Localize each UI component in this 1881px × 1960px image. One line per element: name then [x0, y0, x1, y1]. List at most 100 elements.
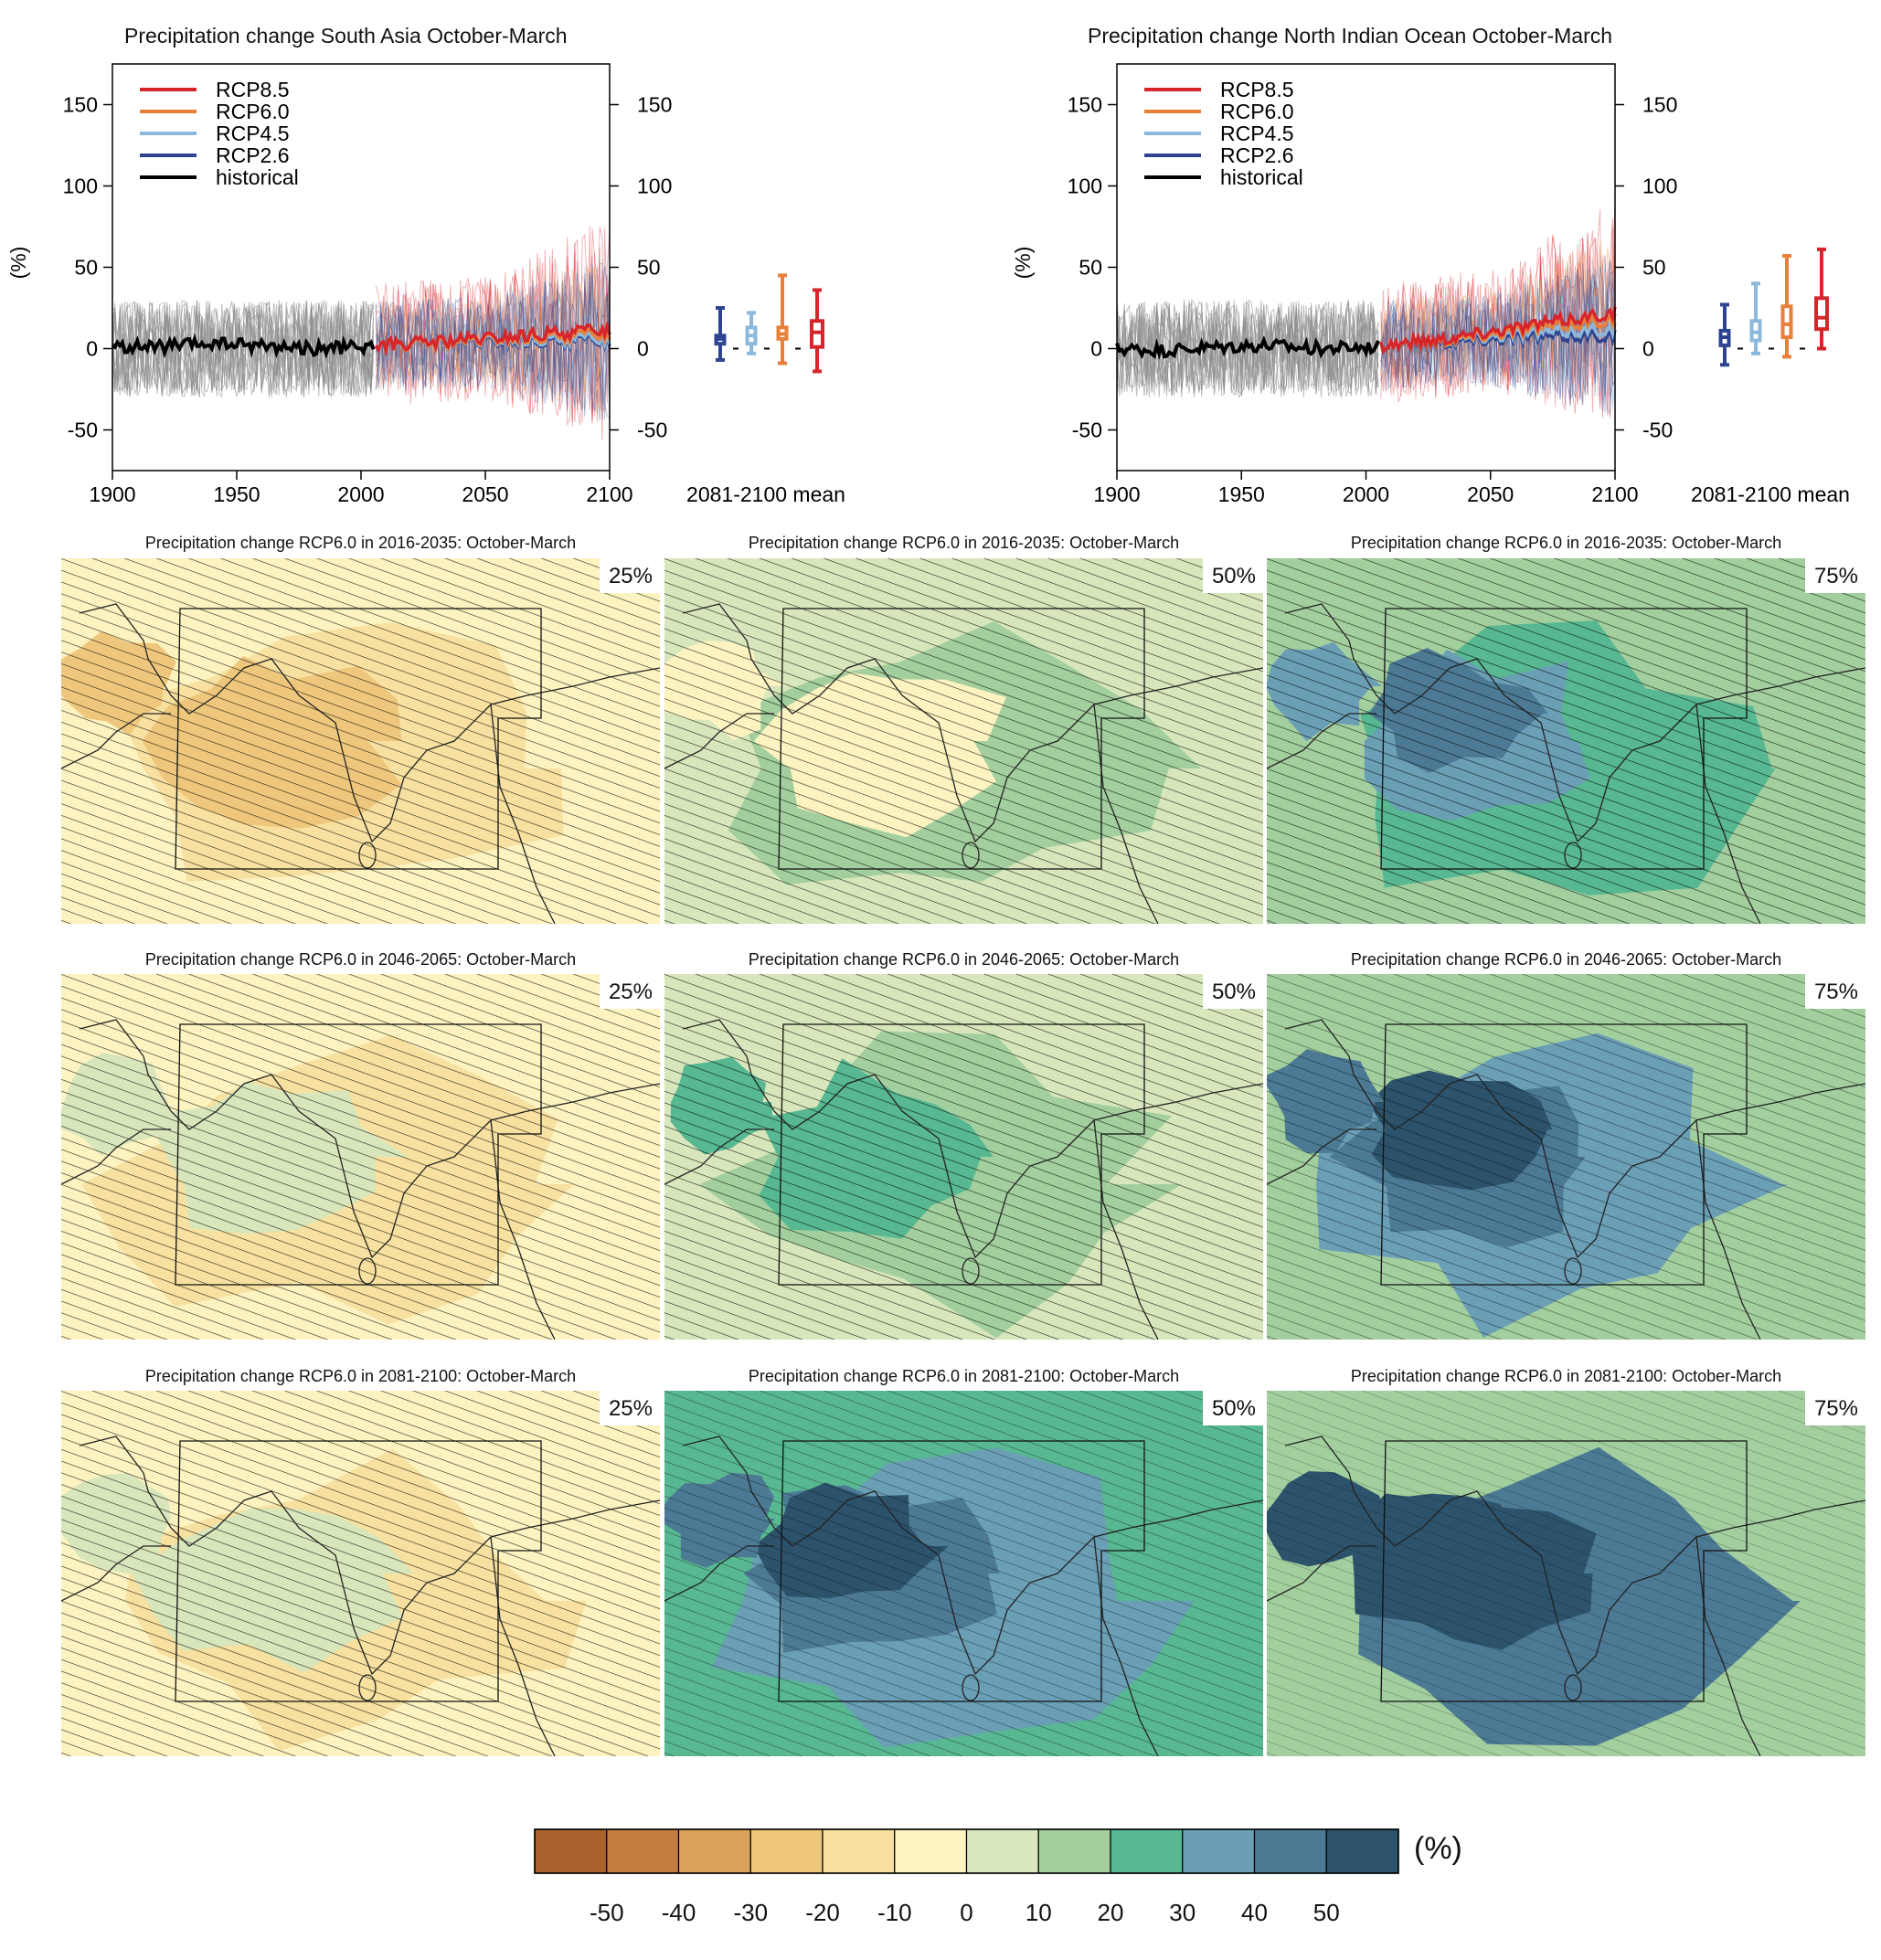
colorbar-segment [534, 1828, 608, 1874]
coastline [664, 713, 774, 769]
y-tick-label-left: 50 [1079, 256, 1102, 280]
coastline [490, 704, 556, 924]
legend-label: RCP2.6 [216, 143, 290, 167]
map-title: Precipitation change RCP6.0 in 2046-2065… [144, 950, 577, 969]
coastline [1284, 603, 1865, 843]
region-box [778, 1023, 1145, 1286]
rcp-member-line [375, 264, 611, 414]
legend-label: RCP8.5 [1220, 78, 1294, 101]
sri-lanka-outline [358, 842, 377, 869]
boxplot-RCP4.5 [1749, 281, 1774, 355]
coastline [1695, 1536, 1761, 1756]
rcp-member-line [1380, 270, 1616, 400]
colorbar-segment [606, 1828, 680, 1874]
map-svg [1267, 974, 1865, 1340]
coastline [1284, 1436, 1865, 1676]
map-svg [1267, 1391, 1865, 1756]
coastline [664, 1545, 774, 1602]
y-tick-label-right: 100 [637, 175, 672, 198]
boxplot-RCP2.6 [1718, 302, 1743, 367]
legend-label: RCP4.5 [1220, 122, 1294, 145]
percentile-badge: 50% [1202, 558, 1263, 593]
map-panel: 75% [1267, 974, 1865, 1340]
historical-member-line [112, 300, 375, 397]
coastline [490, 1536, 556, 1756]
colorbar-tick-label: 20 [1097, 1899, 1124, 1926]
percentile-badge: 25% [599, 1391, 660, 1425]
map-title: Precipitation change RCP6.0 in 2046-2065… [1350, 950, 1782, 969]
region-box [175, 1023, 542, 1286]
boxplot-RCP6.0 [776, 273, 801, 366]
map-svg [664, 974, 1263, 1340]
map-title: Precipitation change RCP6.0 in 2016-2035… [1350, 534, 1782, 552]
x-tick-label: 2100 [586, 482, 632, 506]
y-tick-label-left: 100 [63, 175, 98, 198]
coastline [682, 1019, 1263, 1259]
coastline [1267, 1128, 1376, 1185]
percentile-badge: 25% [599, 974, 660, 1009]
coastline [1695, 1119, 1761, 1340]
boxplot-axis-label: 2081-2100 mean [686, 482, 845, 506]
colorbar-segment [894, 1828, 968, 1874]
coastline [1093, 1536, 1159, 1756]
rcp-member-line [375, 263, 611, 404]
coastline [79, 1436, 660, 1676]
region-box [778, 608, 1145, 870]
rcp-member-line [375, 266, 611, 410]
x-tick-label: 2050 [462, 482, 508, 506]
legend-label: RCP6.0 [1220, 100, 1294, 123]
map-panel: 75% [1267, 558, 1865, 924]
historical-member-line [112, 302, 375, 398]
map-title: Precipitation change RCP6.0 in 2081-2100… [144, 1367, 577, 1385]
timeseries-panel-1: 150 150 100 100 50 50 0 0 -50 -50 1900 1950 2000 2050… [1011, 63, 1850, 506]
rcp-member-line [1380, 255, 1616, 399]
region-box [1380, 1023, 1748, 1286]
map-panel: 25% [61, 558, 660, 924]
sri-lanka-outline [962, 842, 980, 869]
sri-lanka-outline [962, 1674, 980, 1701]
rcp-member-line [375, 233, 611, 425]
colorbar-tick-label: 0 [960, 1899, 973, 1926]
y-tick-label-left: 150 [1068, 93, 1102, 117]
boxplot-RCP8.5 [810, 288, 824, 374]
historical-member-line [112, 300, 375, 398]
colorbar-tick-label: 50 [1312, 1899, 1340, 1926]
region-box [1380, 608, 1748, 870]
coastline [1267, 1545, 1376, 1602]
coastline [1267, 713, 1376, 769]
mean-line-RCP8.5 [1379, 306, 1617, 355]
x-tick-label: 2000 [337, 482, 384, 506]
coastline [61, 1545, 171, 1602]
legend-label: RCP4.5 [216, 122, 290, 145]
rcp-member-line [375, 267, 611, 404]
map-panel: 50% [664, 558, 1263, 924]
y-tick-label-left: -50 [1072, 418, 1102, 442]
y-tick-label-left: 50 [74, 256, 98, 280]
timeseries-panel-0: 150 150 100 100 50 50 0 0 -50 -50 1900 1950 2000 2050… [6, 63, 845, 506]
y-tick-label-left: 150 [63, 93, 98, 117]
y-tick-label-right: 0 [637, 337, 649, 361]
rcp-member-line [375, 282, 611, 410]
map-svg [61, 974, 660, 1340]
colorbar-segment [677, 1828, 751, 1874]
boxplot-box [1780, 304, 1793, 340]
coastline [61, 713, 171, 769]
coastline [1093, 1119, 1159, 1340]
map-svg [1267, 558, 1865, 924]
rcp-member-line [1380, 218, 1616, 397]
y-tick-label-right: 100 [1642, 175, 1677, 198]
colorbar-frame [534, 1828, 1399, 1874]
rcp-member-line [375, 262, 611, 420]
coastline [490, 1119, 556, 1340]
rcp-member-line [375, 262, 611, 396]
boxplot-box [1814, 296, 1829, 332]
map-svg [61, 1391, 660, 1756]
sri-lanka-outline [1564, 1674, 1582, 1701]
colorbar-segment [1037, 1828, 1111, 1874]
x-tick-label: 1950 [1218, 482, 1265, 506]
rcp-member-line [1380, 255, 1616, 385]
rcp-member-line [375, 264, 611, 418]
x-tick-label: 2000 [1343, 482, 1389, 506]
x-tick-label: 1900 [1093, 482, 1140, 506]
y-axis-label: (%) [1011, 247, 1035, 280]
